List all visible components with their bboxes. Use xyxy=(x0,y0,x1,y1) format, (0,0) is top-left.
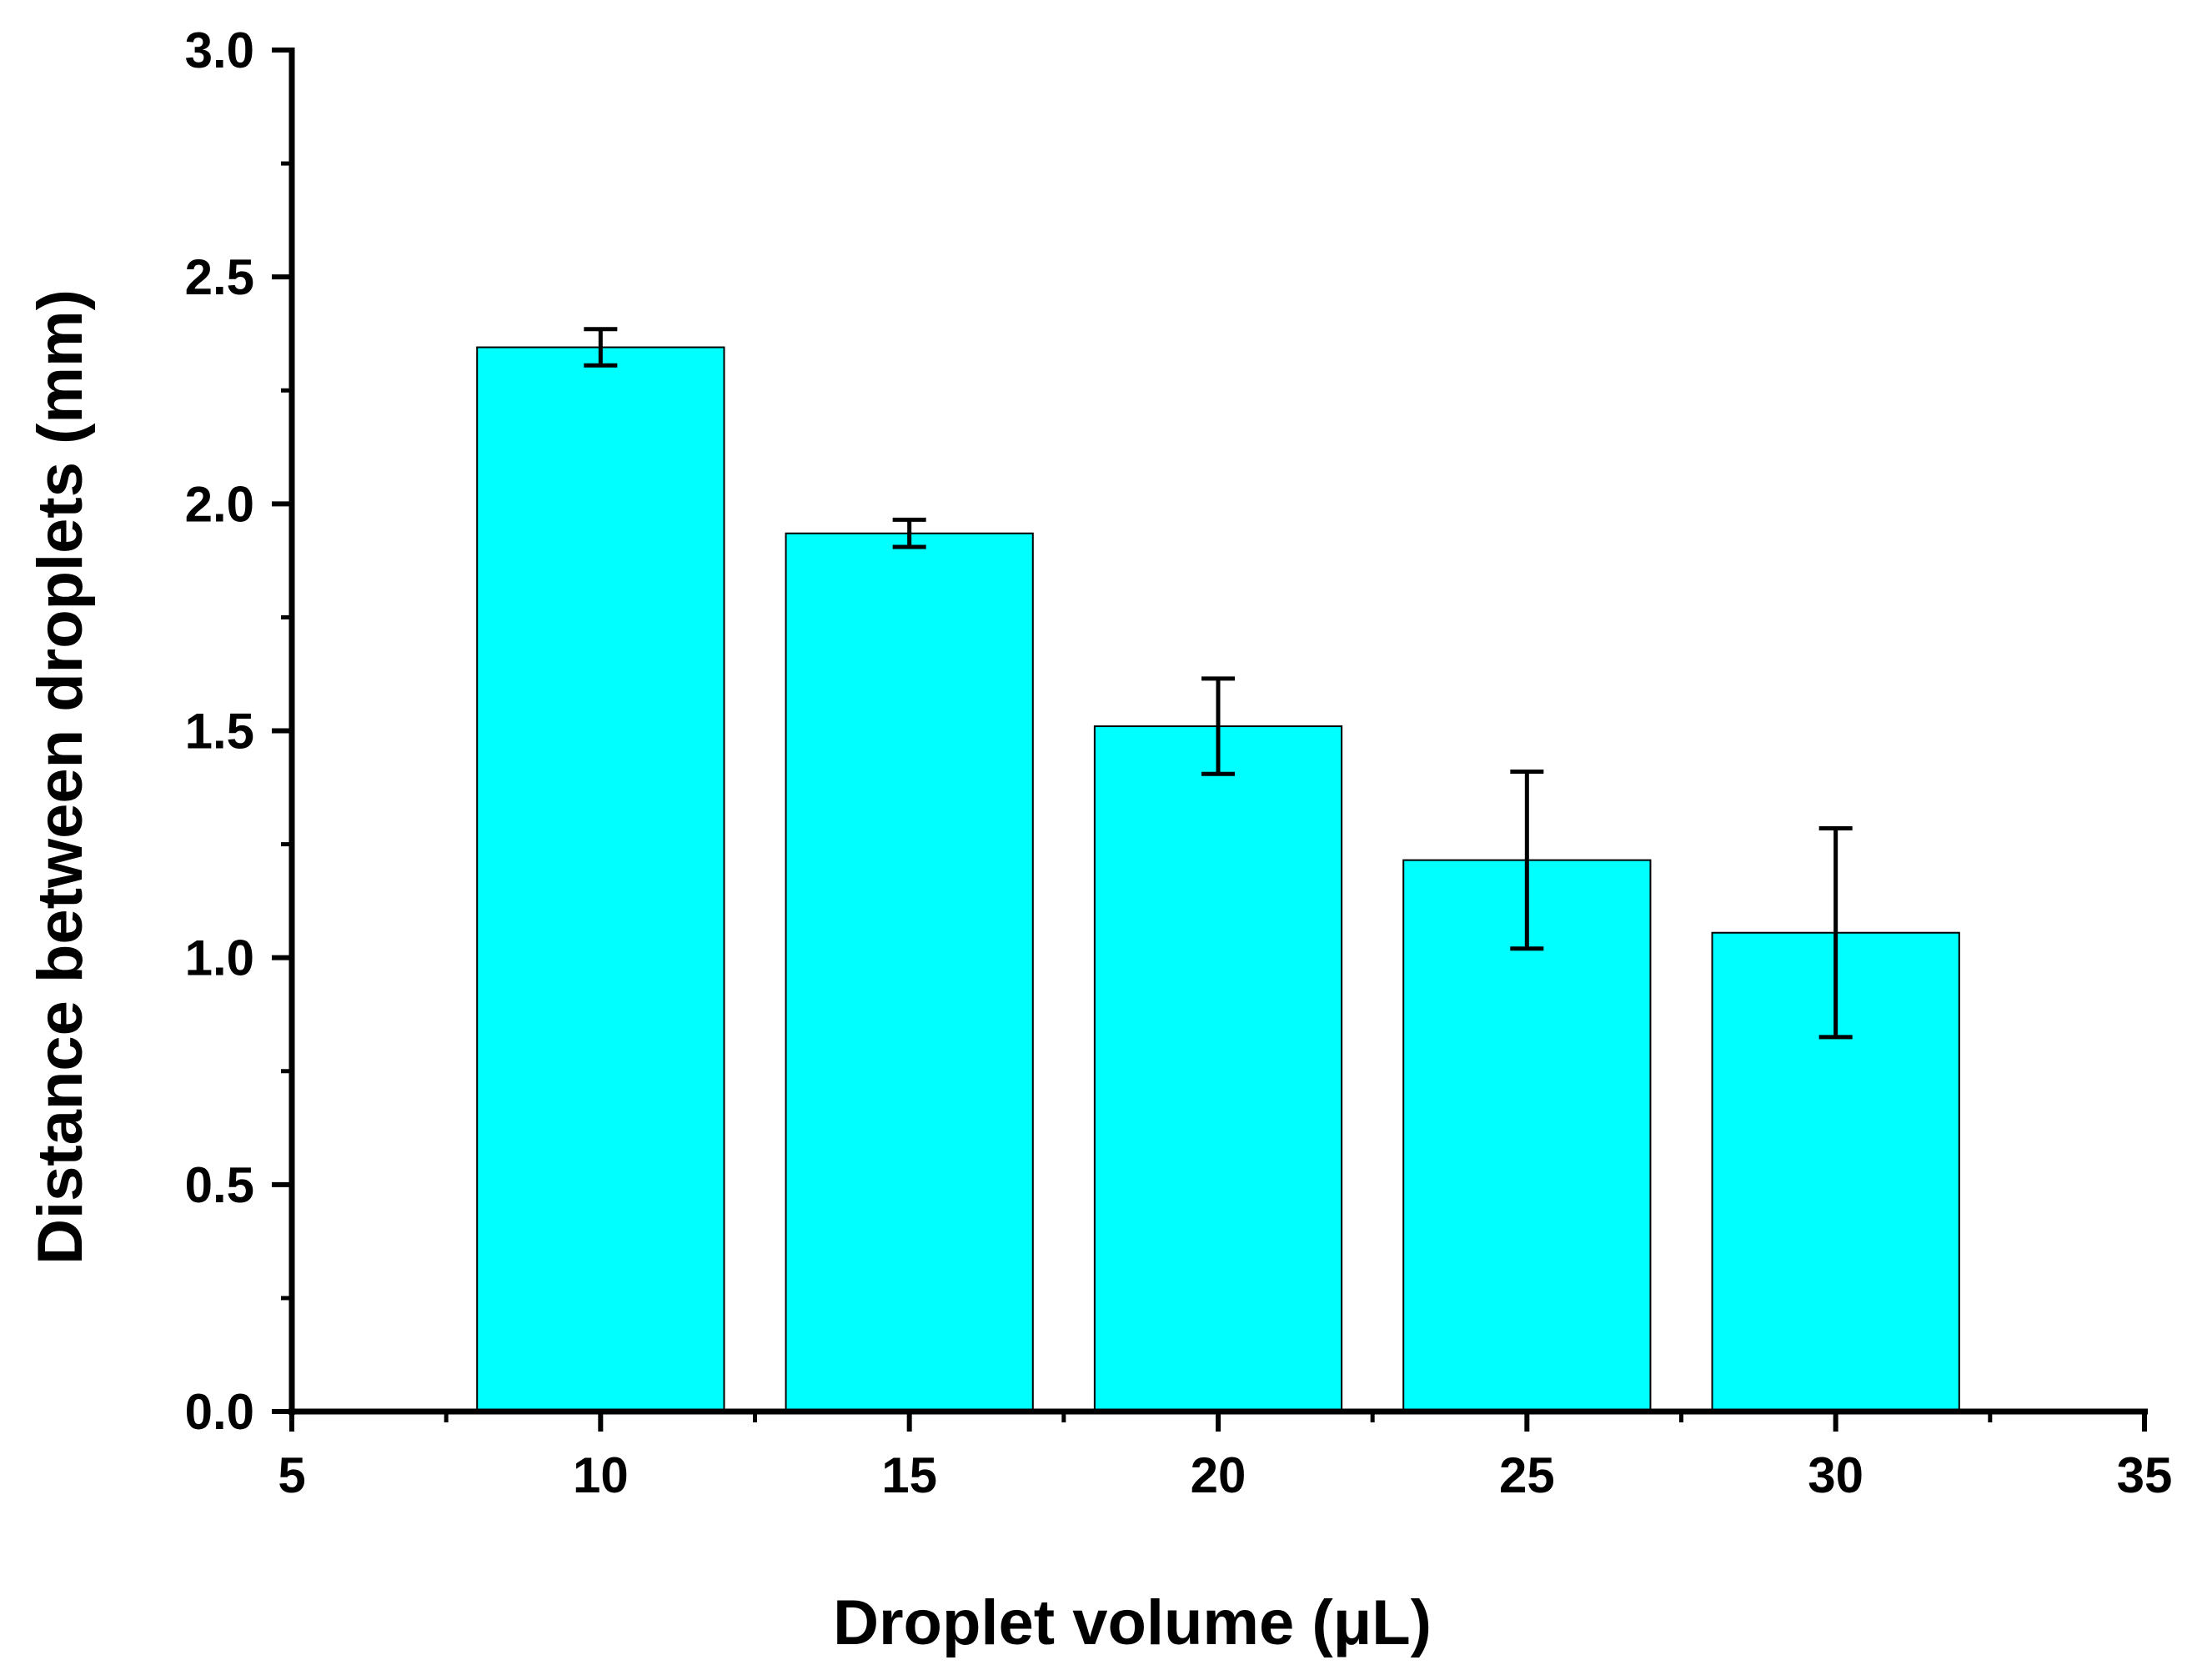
bar-10 xyxy=(476,346,725,1412)
bar-20 xyxy=(1093,725,1343,1412)
error-bar-10 xyxy=(584,327,618,368)
x-tick-label: 20 xyxy=(1191,1447,1246,1503)
y-tick-label: 3.0 xyxy=(185,23,254,78)
error-bar-25 xyxy=(1510,769,1544,951)
y-tick-label: 1.5 xyxy=(185,704,254,760)
x-tick-label: 5 xyxy=(278,1447,305,1503)
y-axis-title: Distance between droplets (mm) xyxy=(25,289,96,1265)
x-axis-title: Droplet volume (μL) xyxy=(833,1587,1432,1658)
axes-layer xyxy=(272,48,2148,1432)
error-bar-30 xyxy=(1818,826,1853,1040)
tick-labels-layer: 0.0 0.5 1.0 1.5 2.0 2.5 3.0 5 10 15 20 25 30 35 xyxy=(185,23,2173,1503)
y-tick-label: 0.5 xyxy=(185,1157,254,1213)
x-tick-label: 25 xyxy=(1499,1447,1555,1503)
y-tick-label: 2.0 xyxy=(185,476,254,532)
bars-layer xyxy=(476,346,1960,1413)
error-bar-20 xyxy=(1201,676,1235,776)
bar-25 xyxy=(1402,859,1652,1412)
x-tick-label: 10 xyxy=(573,1447,629,1503)
y-tick-label: 2.5 xyxy=(185,249,254,305)
x-tick-label: 30 xyxy=(1808,1447,1863,1503)
error-bar-15 xyxy=(892,517,926,549)
y-tick-label: 1.0 xyxy=(185,930,254,986)
bar-15 xyxy=(785,532,1034,1413)
x-tick-label: 35 xyxy=(2117,1447,2173,1503)
error-bars-layer xyxy=(584,327,1853,1040)
x-tick-label: 15 xyxy=(881,1447,937,1503)
y-tick-label: 0.0 xyxy=(185,1384,254,1440)
